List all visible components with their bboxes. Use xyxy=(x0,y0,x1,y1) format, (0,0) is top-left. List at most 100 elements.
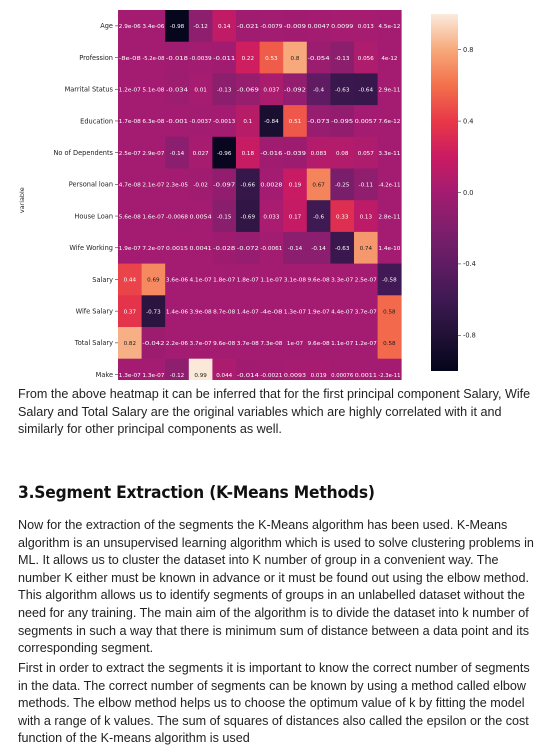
heatmap-cell xyxy=(141,10,166,43)
cell-label: 0.00076 xyxy=(331,373,354,379)
cell-label: 0.58 xyxy=(383,309,396,315)
heatmap-cell xyxy=(306,73,331,106)
colorbar-tick-label: -0.4 xyxy=(463,260,476,268)
heatmap-cell xyxy=(141,200,166,233)
cell-label: 1.4e-06 xyxy=(166,309,189,315)
heatmap-cell xyxy=(118,136,142,169)
cell-label: 1.4e-10 xyxy=(378,246,401,252)
heatmap-cell xyxy=(377,263,402,296)
cell-label: 0.0041 xyxy=(190,246,213,252)
heatmap-cell xyxy=(188,358,213,380)
cell-label: -0.042 xyxy=(142,341,164,347)
colorbar-tick-label: 0.0 xyxy=(463,189,474,197)
heatmap-cell xyxy=(165,10,190,43)
heatmap-cell xyxy=(283,200,308,233)
cell-label: 0.0057 xyxy=(355,119,378,125)
cell-label: 1.3e-07 xyxy=(142,373,165,379)
row-label: Wife Salary xyxy=(76,307,113,315)
row-label: Make xyxy=(96,371,113,379)
cell-label: 1.8e-07 xyxy=(213,278,236,284)
cell-label: 2.8e-11 xyxy=(378,214,401,220)
heatmap-cell xyxy=(236,200,260,233)
cell-label: 0.013 xyxy=(358,24,374,30)
cell-label: -0.66 xyxy=(241,183,256,189)
section-heading: 3.Segment Extraction (K-Means Methods) xyxy=(18,483,375,502)
cell-label: -0.069 xyxy=(237,87,260,93)
cell-label: -0.96 xyxy=(217,151,232,157)
row-label: Wife Working xyxy=(69,244,113,252)
heatmap-cell xyxy=(259,10,284,43)
heatmap-cell xyxy=(330,136,355,169)
cell-label: 3.3e-11 xyxy=(378,151,401,157)
heatmap-cell xyxy=(212,41,237,74)
cell-label: 7.2e-07 xyxy=(142,246,165,252)
cell-label: 9.6e-08 xyxy=(308,341,331,347)
heatmap-cell xyxy=(330,263,355,296)
cell-label: -0.11 xyxy=(359,183,374,189)
heatmap-cell xyxy=(141,327,166,360)
heatmap-cell xyxy=(354,73,378,106)
heatmap-cell xyxy=(236,327,260,360)
heatmap-cell xyxy=(377,358,402,380)
heatmap-cell xyxy=(259,263,284,296)
cell-label: -0.14 xyxy=(288,246,303,252)
heatmap-cell xyxy=(330,295,355,328)
cell-label: 2.9e-06 xyxy=(119,24,142,30)
cell-label: 3.3e-07 xyxy=(331,278,354,284)
cell-label: -0.034 xyxy=(166,87,189,93)
cell-label: -0.014 xyxy=(237,373,260,379)
cell-label: 5.1e-08 xyxy=(142,87,165,93)
paragraph-heatmap-inference: From the above heatmap it can be inferre… xyxy=(18,387,531,437)
heatmap-cell xyxy=(212,327,237,360)
cell-label: -0.58 xyxy=(382,278,397,284)
heatmap-cell xyxy=(141,41,166,74)
heatmap-cell xyxy=(330,231,355,264)
cell-label: 0.0054 xyxy=(190,214,213,220)
cell-label: 1.3e-07 xyxy=(119,373,142,379)
cell-label: -0.64 xyxy=(359,87,374,93)
heatmap-cell xyxy=(236,10,260,43)
heatmap-cell xyxy=(259,168,284,201)
heatmap-cell xyxy=(188,200,213,233)
heatmap-cell xyxy=(141,73,166,106)
heatmap-cell xyxy=(354,327,378,360)
cell-label: 0.0015 xyxy=(166,246,189,252)
cell-label: -0.12 xyxy=(193,24,207,30)
cell-label: 0.13 xyxy=(360,214,373,220)
heatmap-cell xyxy=(259,231,284,264)
heatmap-cell xyxy=(377,105,402,138)
cell-label: 0.019 xyxy=(311,373,327,379)
cell-label: 1.6e-07 xyxy=(142,214,165,220)
cell-label: 0.0028 xyxy=(260,183,283,189)
heatmap-cell xyxy=(212,105,237,138)
colorbar-tick-label: 0.4 xyxy=(463,117,474,125)
heatmap-cell xyxy=(165,358,190,380)
cell-label: 0.14 xyxy=(218,24,231,30)
heatmap-cell xyxy=(165,263,190,296)
cell-label: 1.9e-07 xyxy=(308,309,331,315)
cell-label: -0.02 xyxy=(193,183,207,189)
cell-label: 3.7e-08 xyxy=(237,341,260,347)
cell-label: 0.74 xyxy=(360,246,373,252)
cell-label: -0.054 xyxy=(308,56,331,62)
heatmap-cell xyxy=(377,73,402,106)
cell-label: -0.13 xyxy=(217,87,232,93)
cell-label: 0.44 xyxy=(124,278,137,284)
heatmap-cell xyxy=(283,295,308,328)
heatmap-cell xyxy=(330,10,355,43)
heatmap-cell xyxy=(165,231,190,264)
heatmap-cell xyxy=(306,327,331,360)
cell-label: 0.0093 xyxy=(284,373,307,379)
heatmap-cell xyxy=(283,73,308,106)
heatmap-cell xyxy=(354,136,378,169)
heatmap-cell xyxy=(188,41,213,74)
cell-label: 0.1 xyxy=(243,119,252,125)
heatmap-cell xyxy=(354,41,378,74)
cell-label: 7.3e-08 xyxy=(260,341,283,347)
cell-label: -0.12 xyxy=(170,373,184,379)
heatmap-cell xyxy=(118,231,142,264)
heatmap-cell xyxy=(354,10,378,43)
cell-label: 0.027 xyxy=(193,151,209,157)
heatmap-cell xyxy=(236,168,260,201)
heatmap-cell xyxy=(165,73,190,106)
